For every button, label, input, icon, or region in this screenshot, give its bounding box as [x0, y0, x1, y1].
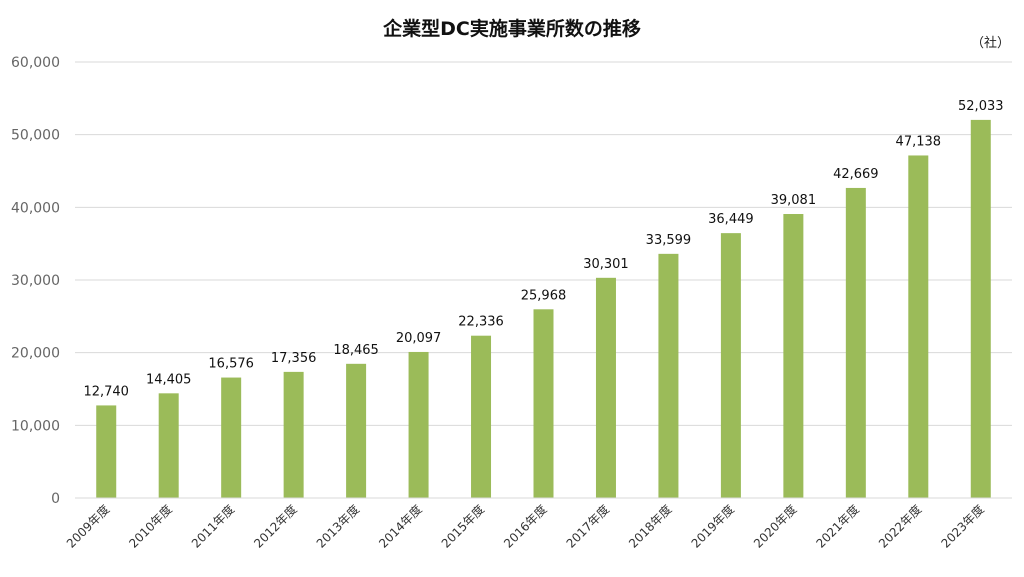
- x-tick-label: 2021年度: [813, 502, 862, 551]
- label-layer: 12,740 14,405 16,576 17,356 18,465 20,097 22,3…: [83, 99, 1003, 400]
- bar: [283, 371, 304, 498]
- bar-layer: [96, 119, 991, 499]
- bar: [221, 377, 242, 498]
- x-tick-label: 2016年度: [500, 502, 549, 551]
- data-label: 20,097: [396, 331, 442, 346]
- x-tick-label: 2010年度: [126, 502, 175, 551]
- bar: [783, 214, 804, 498]
- x-tick-label: 2017年度: [563, 502, 612, 551]
- data-label: 22,336: [458, 315, 504, 330]
- y-tick-label: 0: [51, 491, 60, 507]
- data-label: 52,033: [958, 99, 1004, 114]
- bar: [720, 233, 741, 498]
- bar: [658, 253, 679, 498]
- y-tick-label: 40,000: [11, 200, 60, 216]
- bar: [845, 187, 866, 498]
- chart-title: 企業型DC実施事業所数の推移: [383, 18, 641, 40]
- data-label: 42,669: [833, 167, 879, 182]
- y-tick-label: 30,000: [11, 273, 60, 289]
- x-tick-label: 2014年度: [376, 502, 425, 551]
- x-tick-label: 2012年度: [251, 502, 300, 551]
- x-tick-label: 2018年度: [625, 502, 674, 551]
- bar: [158, 393, 179, 498]
- data-label: 36,449: [708, 212, 754, 227]
- x-tick-label: 2023年度: [938, 502, 987, 551]
- x-tick-label: 2020年度: [750, 502, 799, 551]
- data-label: 17,356: [271, 351, 317, 366]
- bar: [408, 351, 429, 498]
- bar: [970, 119, 991, 499]
- y-tick-label: 10,000: [11, 418, 60, 434]
- data-label: 47,138: [896, 134, 942, 149]
- bar: [533, 309, 554, 498]
- x-tick-label: 2022年度: [875, 502, 924, 551]
- data-label: 14,405: [146, 372, 192, 387]
- x-tick-label: 2011年度: [188, 502, 237, 551]
- y-tick-label: 60,000: [11, 55, 60, 71]
- x-tick-label: 2009年度: [63, 502, 112, 551]
- data-label: 25,968: [521, 288, 567, 303]
- y-tick-label: 50,000: [11, 128, 60, 144]
- data-label: 33,599: [646, 233, 692, 248]
- bar: [346, 363, 367, 498]
- data-label: 16,576: [208, 357, 254, 372]
- bar: [96, 405, 117, 498]
- data-label: 18,465: [333, 343, 379, 358]
- data-label: 12,740: [83, 384, 129, 399]
- unit-label: （社）: [970, 36, 1010, 51]
- y-tick-label: 20,000: [11, 346, 60, 362]
- x-tick-label: 2019年度: [688, 502, 737, 551]
- data-label: 39,081: [771, 193, 817, 208]
- x-tick-label: 2015年度: [438, 502, 487, 551]
- x-tick-label: 2013年度: [313, 502, 362, 551]
- data-label: 30,301: [583, 257, 629, 272]
- bar: [595, 277, 616, 498]
- bar: [471, 335, 492, 498]
- bar: [908, 155, 929, 498]
